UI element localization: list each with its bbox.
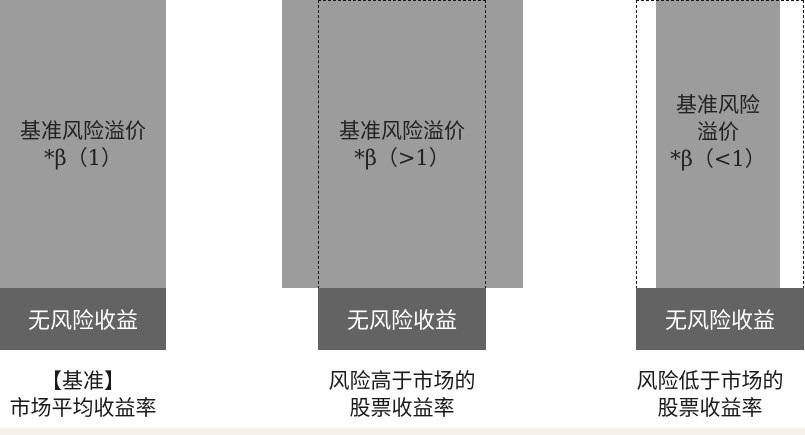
low-beta-premium-line-2: 溢价 (697, 120, 739, 144)
high-beta-caption-line-1: 风险高于市场的 (328, 369, 476, 393)
baseline-premium-label: 基准风险溢价 *β（1） (0, 118, 166, 172)
baseline-premium-block (0, 0, 166, 288)
baseline-risk-free-block: 无风险收益 (0, 288, 166, 350)
high-beta-caption-line-2: 股票收益率 (349, 396, 455, 420)
high-beta-risk-free-block: 无风险收益 (318, 288, 486, 350)
low-beta-caption: 风险低于市场的 股票收益率 (616, 368, 804, 422)
low-beta-premium-block (656, 0, 780, 288)
baseline-risk-free-label: 无风险收益 (27, 309, 138, 334)
baseline-caption: 【基准】 市场平均收益率 (0, 368, 174, 422)
baseline-premium-line-2: *β（1） (43, 146, 122, 170)
low-beta-risk-free-block: 无风险收益 (636, 288, 804, 350)
low-beta-caption-line-2: 股票收益率 (657, 396, 763, 420)
baseline-premium-line-1: 基准风险溢价 (20, 119, 146, 143)
low-beta-premium-line-1: 基准风险 (676, 93, 760, 117)
high-beta-premium-block (282, 0, 523, 288)
footer-band (0, 428, 805, 435)
low-beta-caption-line-1: 风险低于市场的 (636, 369, 784, 393)
high-beta-risk-free-label: 无风险收益 (346, 309, 457, 334)
low-beta-premium-label: 基准风险 溢价 *β（<1） (656, 92, 780, 173)
baseline-caption-line-1: 【基准】 (41, 369, 125, 393)
low-beta-premium-line-3: *β（<1） (670, 147, 766, 171)
high-beta-premium-line-2: *β（>1） (354, 146, 450, 170)
low-beta-risk-free-label: 无风险收益 (664, 309, 775, 334)
baseline-caption-line-2: 市场平均收益率 (9, 396, 157, 420)
high-beta-premium-label: 基准风险溢价 *β（>1） (318, 118, 486, 172)
high-beta-premium-line-1: 基准风险溢价 (339, 119, 465, 143)
high-beta-caption: 风险高于市场的 股票收益率 (302, 368, 502, 422)
